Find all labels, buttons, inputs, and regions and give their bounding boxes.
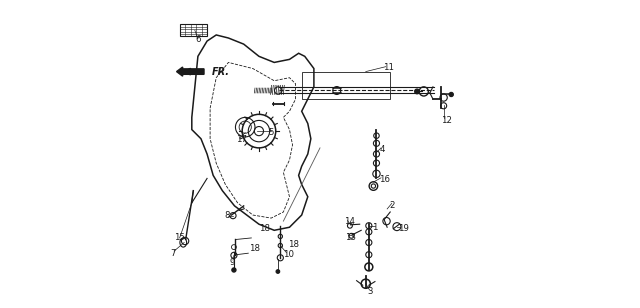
Text: 11: 11 <box>383 63 394 72</box>
Text: 7: 7 <box>170 249 176 258</box>
Text: 8: 8 <box>225 211 230 220</box>
Text: 12: 12 <box>442 116 452 125</box>
Text: FR.: FR. <box>212 67 230 77</box>
Text: 6: 6 <box>195 35 201 44</box>
Text: 9: 9 <box>230 258 236 267</box>
Text: 18: 18 <box>259 224 270 233</box>
Text: 5: 5 <box>268 128 274 137</box>
Text: 1: 1 <box>372 223 378 232</box>
Text: 18: 18 <box>248 244 260 253</box>
Bar <box>180 24 207 36</box>
Circle shape <box>415 89 419 94</box>
Text: 19: 19 <box>399 224 410 233</box>
Text: 4: 4 <box>380 145 385 154</box>
Text: 13: 13 <box>345 233 356 241</box>
Text: 18: 18 <box>288 240 299 249</box>
Text: 3: 3 <box>367 287 373 297</box>
Text: 10: 10 <box>283 250 294 259</box>
Circle shape <box>232 268 236 272</box>
Text: 2: 2 <box>390 201 395 210</box>
FancyArrow shape <box>177 67 204 76</box>
Text: 14: 14 <box>344 217 355 226</box>
Text: 16: 16 <box>379 176 390 184</box>
Text: 15: 15 <box>174 233 185 242</box>
Text: 17: 17 <box>236 135 248 144</box>
Bar <box>301 71 390 99</box>
Circle shape <box>449 92 453 97</box>
Circle shape <box>276 270 280 273</box>
